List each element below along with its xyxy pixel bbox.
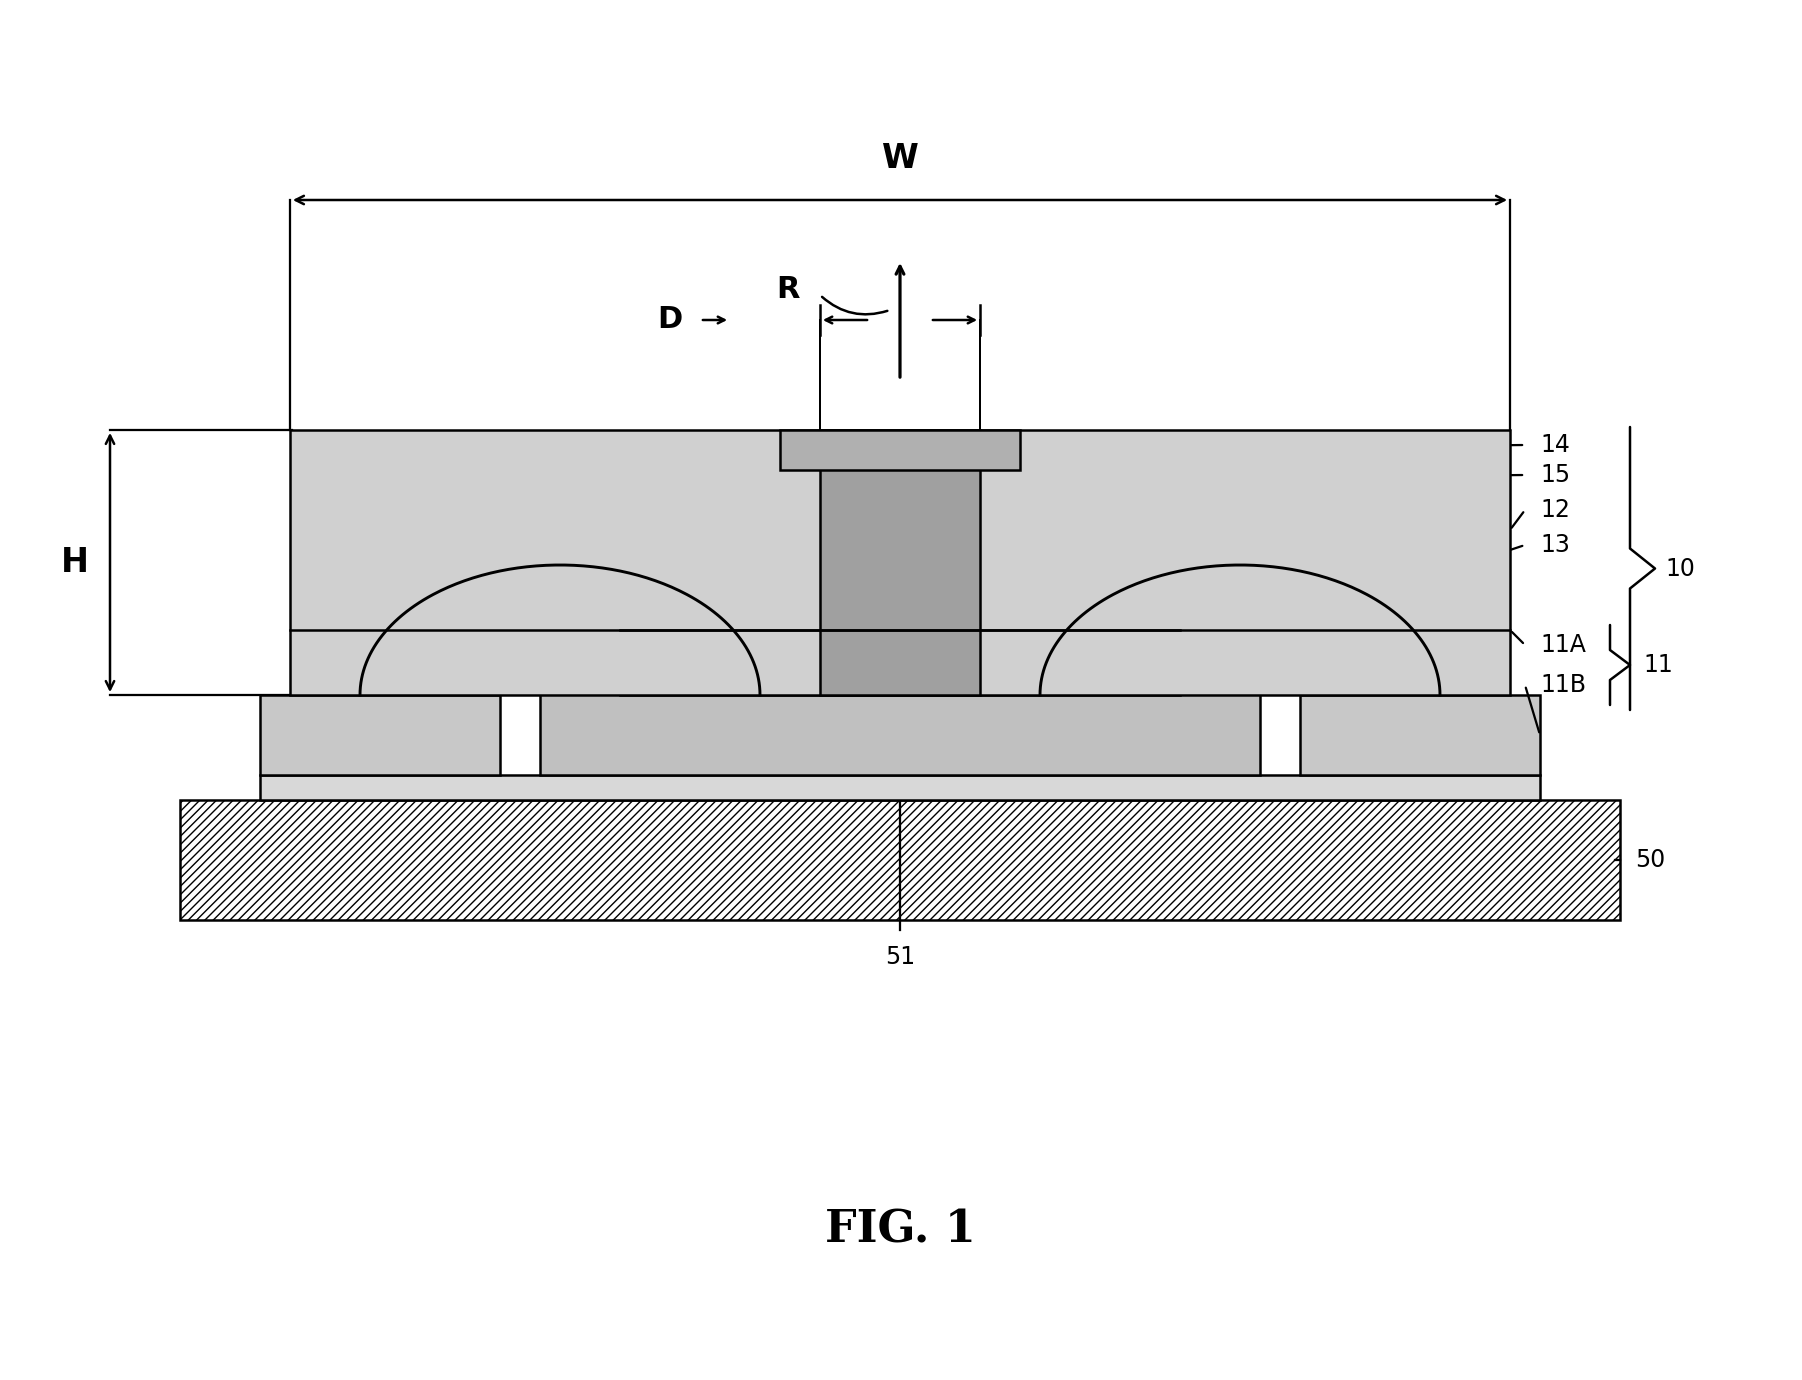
Text: H: H (61, 546, 88, 580)
Bar (290, 431, 1510, 696)
Bar (780, 431, 1020, 471)
Bar (259, 696, 499, 776)
Text: W: W (881, 142, 919, 175)
Bar (820, 431, 980, 696)
Text: 51: 51 (885, 945, 915, 969)
Text: 50: 50 (1634, 847, 1665, 872)
Text: 11A: 11A (1541, 633, 1586, 657)
Text: 15: 15 (1541, 464, 1570, 487)
Text: 12: 12 (1541, 498, 1570, 522)
Text: R: R (777, 276, 800, 305)
Text: 11B: 11B (1541, 673, 1586, 697)
Text: FIG. 1: FIG. 1 (825, 1209, 975, 1252)
Text: 13: 13 (1541, 533, 1570, 558)
Text: 10: 10 (1665, 556, 1696, 581)
Text: 14: 14 (1541, 433, 1570, 457)
Bar (541, 671, 1260, 776)
Bar (620, 631, 1180, 696)
Bar (180, 800, 1620, 920)
Text: 11: 11 (1643, 653, 1672, 678)
Bar (1299, 696, 1541, 776)
Bar (259, 776, 1541, 800)
Text: D: D (658, 305, 683, 334)
